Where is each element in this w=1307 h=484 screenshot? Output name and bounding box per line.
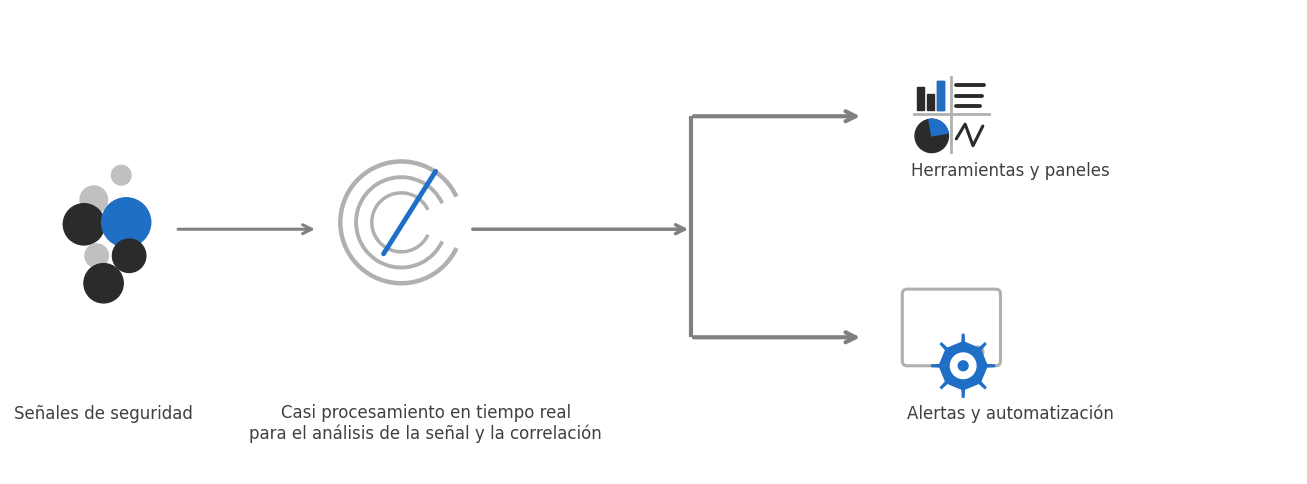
Circle shape: [84, 264, 123, 303]
Bar: [918, 88, 924, 111]
Text: Alertas y automatización: Alertas y automatización: [907, 404, 1114, 423]
Circle shape: [915, 120, 949, 153]
Polygon shape: [932, 334, 995, 397]
Circle shape: [85, 244, 108, 268]
Circle shape: [972, 347, 984, 358]
FancyBboxPatch shape: [902, 289, 1000, 366]
Circle shape: [958, 361, 968, 371]
Text: Casi procesamiento en tiempo real
para el análisis de la señal y la correlación: Casi procesamiento en tiempo real para e…: [250, 403, 603, 442]
Bar: [937, 82, 944, 111]
Circle shape: [111, 166, 131, 186]
Circle shape: [63, 204, 105, 245]
Circle shape: [102, 198, 150, 247]
Bar: [927, 94, 933, 111]
Circle shape: [80, 187, 107, 214]
Text: Herramientas y paneles: Herramientas y paneles: [911, 162, 1110, 180]
Circle shape: [950, 353, 976, 379]
Wedge shape: [929, 120, 948, 136]
Text: Señales de seguridad: Señales de seguridad: [14, 404, 193, 422]
Circle shape: [112, 240, 146, 273]
Bar: [937, 82, 944, 111]
